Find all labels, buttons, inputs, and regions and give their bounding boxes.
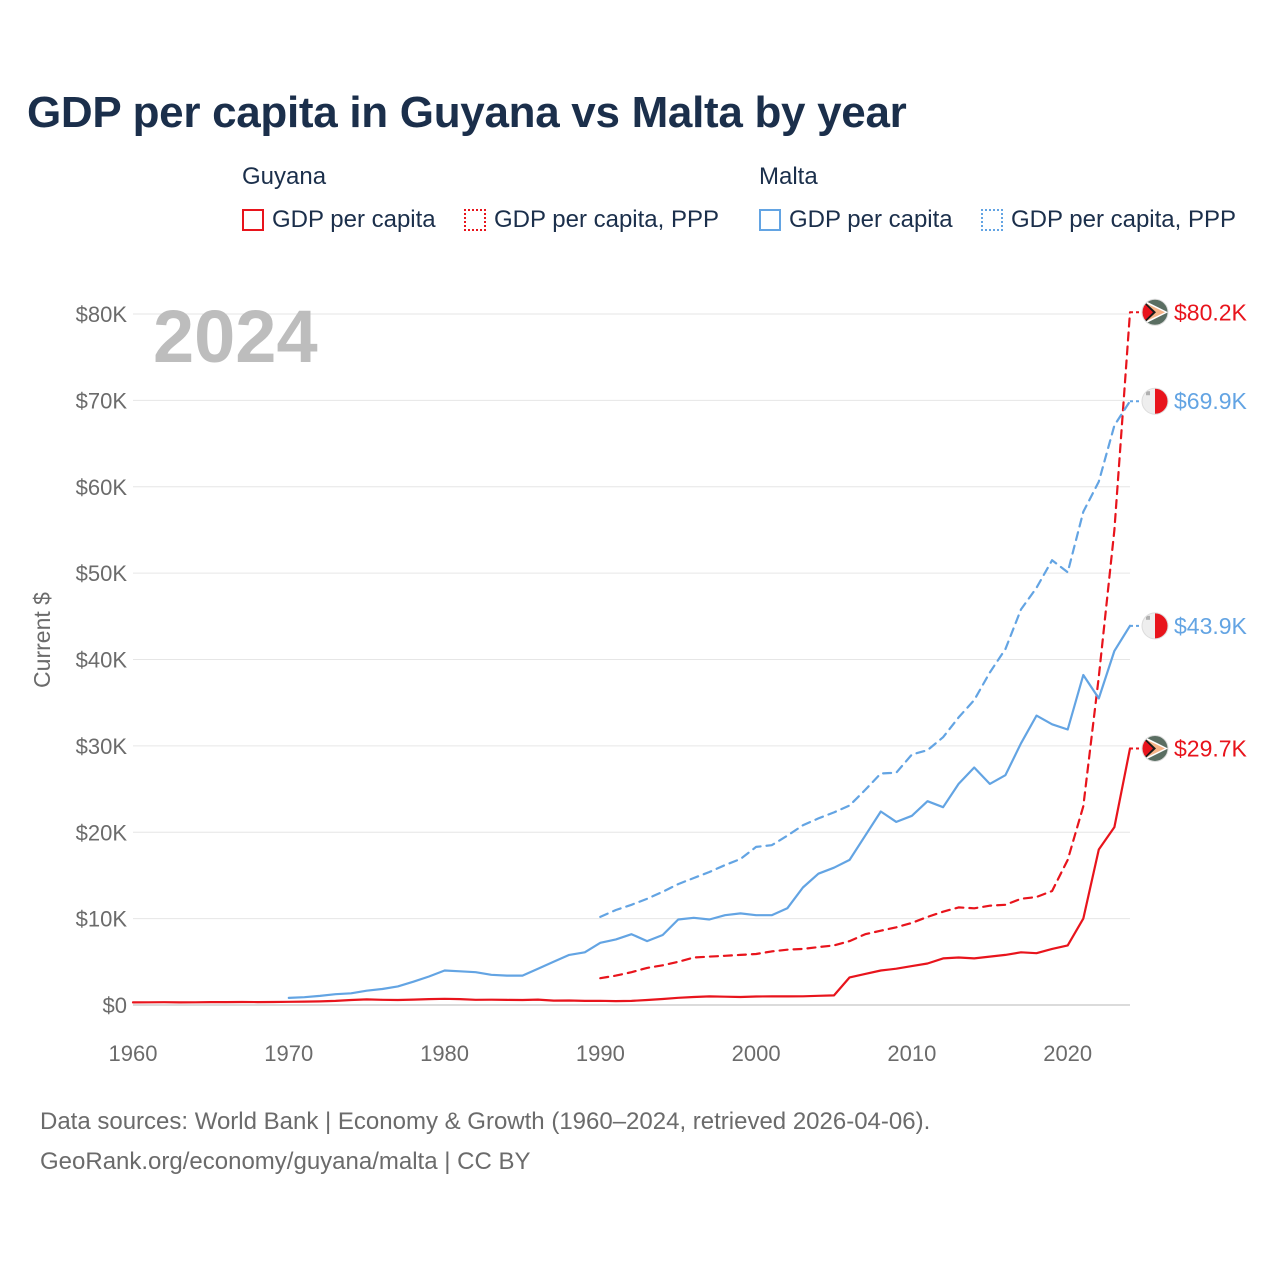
footer-link[interactable]: GeoRank.org/economy/guyana/malta | CC BY (40, 1148, 531, 1175)
malta-flag-icon (1141, 612, 1169, 640)
legend-item-guyana-gdp[interactable]: GDP per capita (242, 204, 436, 236)
x-tick-label: 2000 (732, 1041, 781, 1066)
legend-swatch-solid-red (242, 209, 264, 231)
x-tick-label: 1970 (264, 1041, 313, 1066)
legend-group-malta: Malta (759, 163, 818, 190)
legend-swatch-dotted-blue (981, 209, 1003, 231)
y-axis-label: Current $ (29, 592, 55, 688)
y-tick-label: $60K (76, 475, 128, 500)
legend-label: GDP per capita (789, 206, 953, 233)
y-tick-label: $40K (76, 648, 128, 673)
legend-item-malta-gdp[interactable]: GDP per capita (759, 204, 953, 236)
legend-label: GDP per capita, PPP (1011, 206, 1236, 233)
y-tick-label: $50K (76, 561, 128, 586)
legend-group-guyana: Guyana (242, 163, 327, 190)
x-tick-label: 1960 (109, 1041, 158, 1066)
year-label: 2024 (153, 295, 318, 378)
series-line-3 (599, 400, 1132, 919)
x-tick-label: 1990 (576, 1041, 625, 1066)
legend-label: GDP per capita, PPP (494, 206, 719, 233)
y-tick-label: $20K (76, 820, 128, 845)
legend-swatch-dotted-red (464, 209, 486, 231)
series-line-0 (131, 747, 1132, 1004)
legend-swatch-solid-blue (759, 209, 781, 231)
guyana-flag-icon (1141, 298, 1169, 326)
end-value-label: $43.9K (1174, 613, 1248, 639)
legend-label: GDP per capita (272, 206, 436, 233)
guyana-flag-icon (1141, 734, 1169, 762)
legend-item-guyana-gdp-ppp[interactable]: GDP per capita, PPP (464, 204, 719, 236)
end-value-label: $80.2K (1174, 299, 1248, 325)
footer-sources: Data sources: World Bank | Economy & Gro… (40, 1108, 931, 1135)
x-tick-label: 2010 (887, 1041, 936, 1066)
y-tick-label: $30K (76, 734, 128, 759)
legend-item-malta-gdp-ppp[interactable]: GDP per capita, PPP (981, 204, 1236, 236)
x-tick-label: 1980 (420, 1041, 469, 1066)
y-tick-label: $80K (76, 302, 128, 327)
end-value-label: $69.9K (1174, 388, 1248, 414)
series-line-2 (287, 624, 1132, 1000)
malta-flag-icon (1141, 387, 1169, 415)
y-tick-label: $10K (76, 907, 128, 932)
series-line-1 (599, 311, 1132, 980)
end-value-label: $29.7K (1174, 735, 1248, 761)
y-tick-label: $70K (76, 388, 128, 413)
x-tick-label: 2020 (1043, 1041, 1092, 1066)
y-tick-label: $0 (103, 993, 127, 1018)
chart-title: GDP per capita in Guyana vs Malta by yea… (27, 88, 907, 137)
